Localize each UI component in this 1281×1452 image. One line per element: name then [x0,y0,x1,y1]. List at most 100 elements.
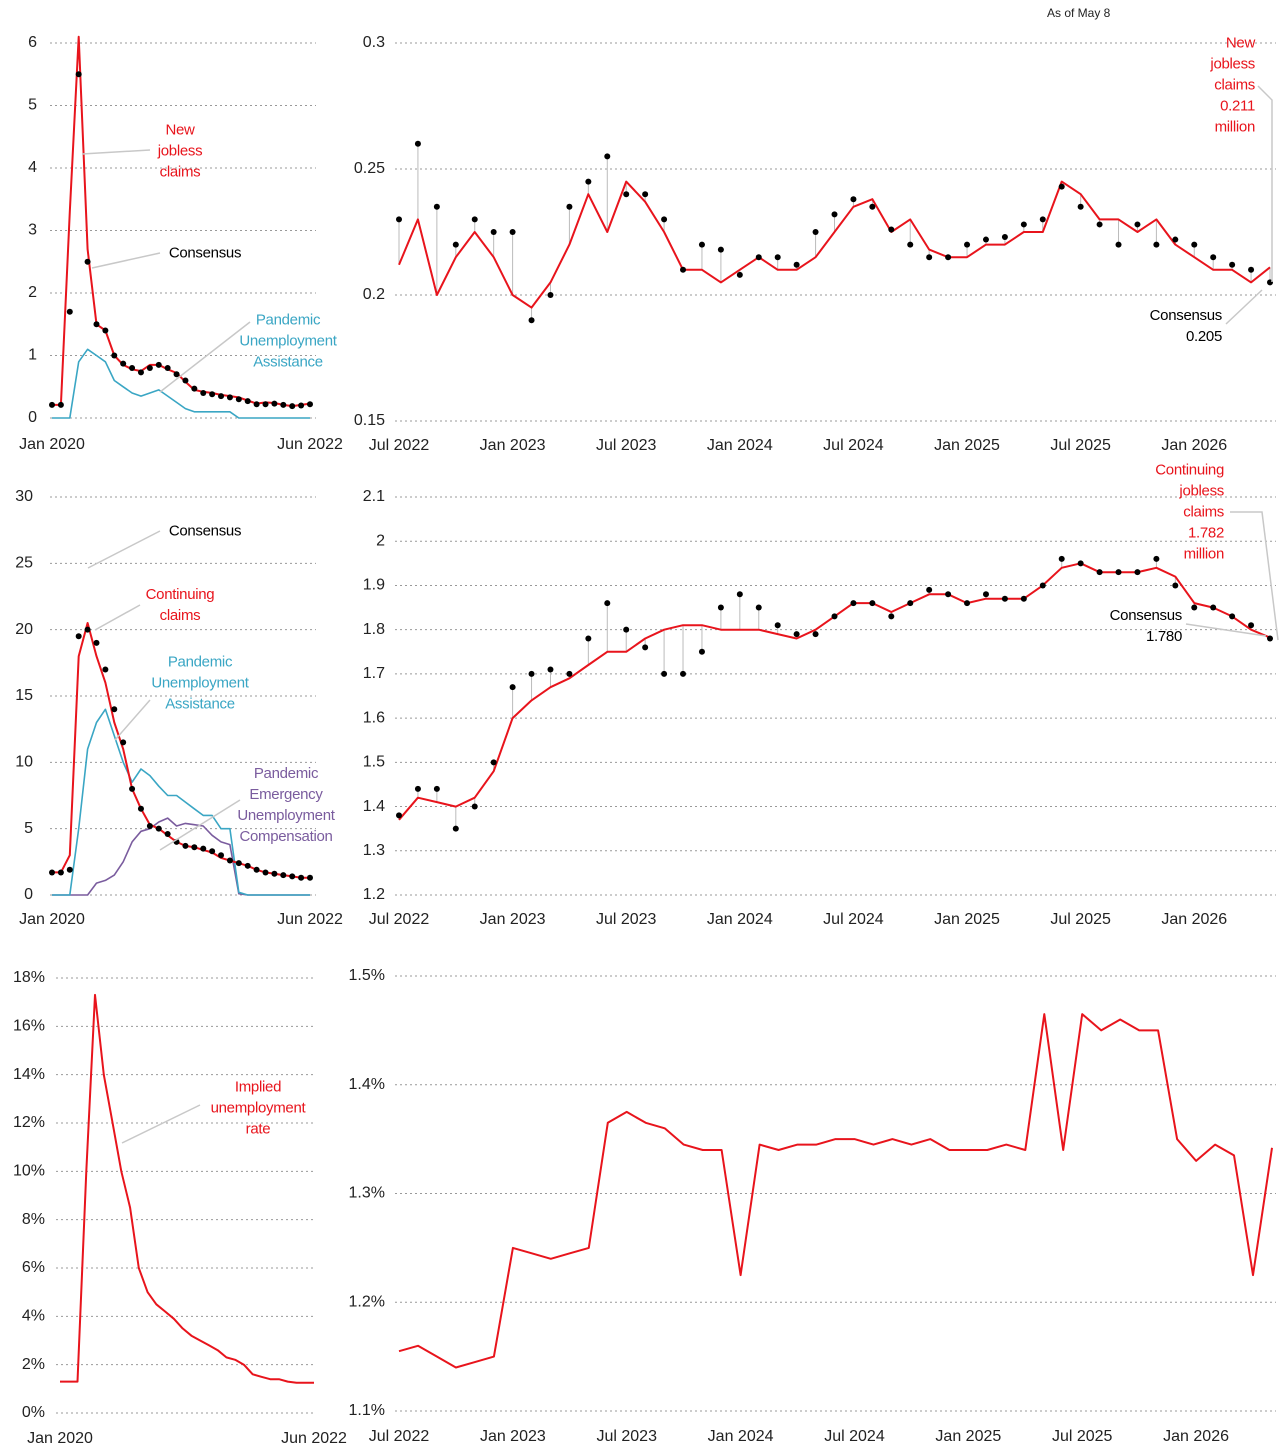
consensus-dot [57,401,64,408]
consensus-dot [1210,604,1217,611]
y-tick-label: 1.6 [363,709,385,726]
consensus-dot [1248,622,1255,629]
consensus-dot [289,403,296,410]
consensus-dot [66,308,73,315]
consensus-dot [1267,635,1273,642]
consensus-dot [75,633,82,640]
consensus-dot [262,401,269,408]
consensus-dot [218,852,225,859]
consensus-dot [774,254,781,261]
y-tick-label: 1.7 [363,665,385,682]
consensus-dot [1134,569,1141,576]
note: As of May 8 [1047,6,1111,20]
consensus-dot [1077,560,1084,567]
consensus-dot [253,401,260,408]
consensus-dot [623,191,630,198]
consensus-dot [964,241,971,248]
x-tick-label: Jan 2024 [707,911,773,928]
consensus-dot [926,254,933,261]
x-tick-label: Jul 2023 [596,437,657,454]
consensus-dot [509,684,516,691]
consensus-dot [755,254,762,261]
consensus-dot [945,254,952,261]
y-tick-label: 3 [28,222,37,239]
consensus-dot [155,361,162,368]
consensus-dot [1248,266,1255,273]
x-tick-label: Jun 2022 [277,436,343,453]
y-tick-label: 0 [28,409,37,426]
x-tick-label: Jul 2022 [369,911,430,928]
consensus-dot [191,844,198,851]
consensus-dot [698,241,705,248]
x-tick-label: Jul 2025 [1050,911,1111,928]
consensus-dot [57,869,64,876]
leader-line [114,699,151,741]
consensus-dot [471,803,478,810]
leader-line [94,604,141,631]
consensus-dot [262,869,269,876]
consensus-dot [111,706,118,713]
series-line [60,993,314,1384]
consensus-dot [244,862,251,869]
consensus-dot [642,644,649,651]
consensus-dot [235,396,242,403]
x-tick-label: Jul 2024 [824,1428,885,1445]
consensus-dot [680,670,687,677]
consensus-dot [49,401,55,408]
y-tick-label: 10% [13,1163,45,1180]
annotation: Consensus [168,244,242,262]
consensus-dot [298,402,305,409]
y-tick-label: 1.5 [363,754,385,771]
consensus-dot [831,613,838,620]
consensus-dot [604,153,611,160]
consensus-dot [850,196,857,203]
consensus-dot [66,866,73,873]
annotation: Pandemic Emergency Unemployment Compensa… [237,765,335,845]
y-tick-label: 0 [24,886,33,903]
consensus-dot [433,203,440,210]
consensus-dot [945,591,952,598]
consensus-dot [1096,569,1103,576]
x-tick-label: Jul 2025 [1052,1428,1113,1445]
consensus-dot [191,385,198,392]
consensus-dot [736,591,743,598]
annotation: New jobless claims [157,121,203,181]
consensus-dot [490,229,497,235]
consensus-dot [307,874,313,881]
x-tick-label: Jul 2022 [369,437,430,454]
leader-line [159,799,241,851]
consensus-dot [1153,241,1160,248]
consensus-dot [585,178,592,185]
y-tick-label: 2 [376,532,385,549]
consensus-dot [1096,221,1103,228]
consensus-dot [307,401,313,408]
consensus-dot [566,670,573,677]
consensus-dot [271,400,278,407]
consensus-dot [452,825,459,832]
consensus-dot [84,626,91,633]
y-tick-label: 0.3 [363,34,385,51]
y-tick-label: 5 [28,97,37,114]
y-tick-label: 30 [15,488,33,505]
consensus-dot [1001,595,1008,602]
consensus-dot [888,226,895,233]
x-tick-label: Jan 2023 [480,437,546,454]
y-tick-label: 10 [15,754,33,771]
consensus-dot [736,271,743,278]
consensus-dot [850,600,857,607]
consensus-dot [698,648,705,655]
consensus-dot [209,848,216,855]
consensus-dot [547,292,554,298]
consensus-dot [604,600,611,607]
x-tick-label: Jul 2022 [369,1428,430,1445]
y-tick-label: 8% [22,1211,45,1228]
annotation: Consensus 1.780 [1109,607,1183,645]
consensus-dot [164,830,171,837]
consensus-dot [120,739,127,746]
consensus-dot [173,371,180,378]
consensus-dot [1172,236,1179,243]
leader-line [121,1104,201,1144]
consensus-dot [155,825,162,832]
y-tick-label: 2.1 [363,488,385,505]
consensus-dot [280,872,287,879]
